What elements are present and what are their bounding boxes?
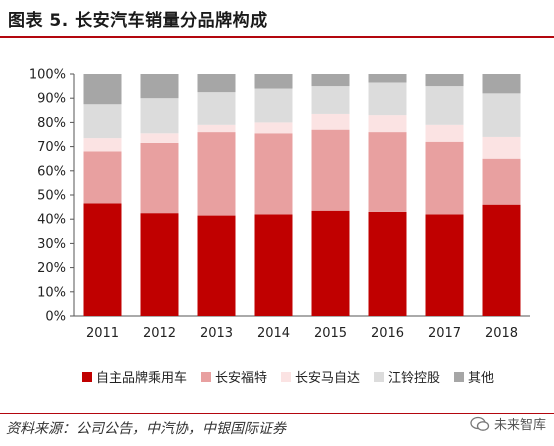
bar-segment [140, 74, 179, 99]
bar-segment [311, 86, 350, 114]
y-tick-label: 20% [37, 261, 66, 276]
legend-label: 长安福特 [215, 371, 267, 386]
legend-swatch [82, 372, 92, 382]
bar-segment [368, 132, 407, 212]
bar-segment [254, 133, 293, 215]
legend-label: 江铃控股 [388, 371, 440, 386]
bar-segment [140, 213, 179, 316]
bar-segment [197, 132, 236, 216]
legend-label: 长安马自达 [295, 371, 360, 386]
x-tick-label: 2011 [86, 326, 119, 341]
bar-segment [425, 86, 464, 125]
bar-segment [197, 215, 236, 316]
bar-segment [197, 124, 236, 133]
y-tick-label: 70% [37, 140, 66, 155]
legend-swatch [201, 372, 211, 382]
source-rule [0, 413, 554, 414]
bar-segment [425, 74, 464, 87]
legend-swatch [281, 372, 291, 382]
bar-segment [425, 141, 464, 215]
bar-segment [482, 204, 521, 316]
x-tick-label: 2013 [200, 326, 233, 341]
source-note: 资料来源：公司公告，中汽协，中银国际证券 [6, 421, 286, 437]
bar-segment [482, 93, 521, 137]
y-tick-label: 40% [37, 213, 66, 228]
y-tick-label: 10% [37, 285, 66, 300]
bar-segment [482, 158, 521, 205]
y-tick-label: 30% [37, 237, 66, 252]
y-tick-label: 100% [29, 68, 66, 83]
legend-label: 其他 [468, 371, 494, 386]
bar-segment [368, 82, 407, 116]
bar-segment [311, 113, 350, 130]
y-tick-label: 50% [37, 189, 66, 204]
bar-segment [83, 203, 122, 316]
bar-segment [368, 74, 407, 83]
bar-segment [425, 124, 464, 142]
y-tick-label: 60% [37, 164, 66, 179]
x-tick-label: 2016 [371, 326, 404, 341]
bar-segment [140, 142, 179, 214]
bar-segment [311, 210, 350, 316]
bar-segment [197, 74, 236, 93]
x-tick-label: 2015 [314, 326, 347, 341]
legend-label: 自主品牌乘用车 [96, 370, 187, 386]
watermark-text: 未来智库 [493, 418, 546, 433]
legend-swatch [454, 372, 464, 382]
bar-segment [254, 88, 293, 123]
x-tick-label: 2012 [143, 326, 176, 341]
x-tick-label: 2014 [257, 326, 290, 341]
bar-segment [254, 214, 293, 316]
y-tick-label: 0% [45, 310, 66, 325]
wechat-icon [470, 416, 490, 431]
bar-segment [83, 151, 122, 204]
bar-segment [311, 74, 350, 87]
bar-segment [368, 115, 407, 133]
bar-segment [482, 136, 521, 159]
bar-segment [197, 92, 236, 125]
bar-segment [254, 74, 293, 89]
bar-segment [254, 122, 293, 134]
bar-segment [368, 211, 407, 316]
bar-segment [140, 133, 179, 143]
y-tick-label: 80% [37, 116, 66, 131]
watermark: 未来智库 [470, 414, 546, 433]
bar-segment [83, 138, 122, 152]
y-tick-label: 90% [37, 92, 66, 107]
x-tick-label: 2018 [485, 326, 518, 341]
stacked-bar-chart: 0% 10% 20% 30% 40% 50% 60% 70% 80% 90% 100% 2011 201… [29, 68, 530, 386]
bar-segment [425, 214, 464, 316]
bar-segment [83, 74, 122, 105]
bar-segment [482, 74, 521, 94]
chart-title: 图表 5. 长安汽车销量分品牌构成 [8, 11, 268, 31]
bar-segment [140, 98, 179, 134]
legend-swatch [374, 372, 384, 382]
bar-segment [311, 129, 350, 211]
x-tick-label: 2017 [428, 326, 461, 341]
title-rule [0, 36, 554, 38]
bar-segment [83, 104, 122, 139]
